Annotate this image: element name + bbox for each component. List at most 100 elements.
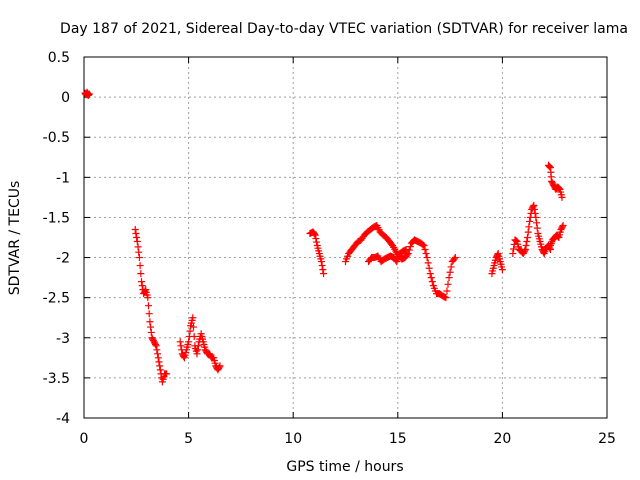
data-segment-seg1 — [81, 88, 93, 100]
data-point — [546, 163, 554, 171]
x-axis-label: GPS time / hours — [286, 459, 403, 475]
data-point — [422, 250, 430, 258]
data-point — [145, 310, 153, 318]
data-point — [133, 234, 141, 241]
data-point — [558, 193, 566, 201]
data-point — [403, 251, 411, 259]
data-points — [81, 88, 567, 386]
data-point — [559, 221, 567, 229]
data-point — [406, 243, 414, 251]
x-tick-label: 10 — [284, 431, 302, 447]
data-segment-seg5 — [342, 221, 459, 302]
data-point — [531, 209, 539, 217]
data-point — [313, 238, 321, 246]
data-point — [522, 242, 530, 250]
data-point — [521, 247, 529, 255]
data-point — [136, 262, 144, 270]
data-point — [545, 162, 553, 170]
y-tick-label: -3 — [56, 331, 70, 347]
data-segment-seg3 — [176, 314, 224, 374]
data-point — [555, 184, 563, 192]
data-point — [138, 278, 146, 286]
data-segment-seg6 — [365, 246, 410, 266]
data-point — [163, 370, 171, 378]
data-point — [320, 270, 328, 278]
data-point — [526, 217, 534, 225]
data-point — [532, 213, 540, 221]
data-point — [135, 248, 143, 256]
y-tick-label: 0 — [61, 90, 70, 106]
data-point — [442, 294, 450, 302]
x-tick-label: 20 — [493, 431, 511, 447]
data-point — [155, 358, 163, 366]
y-tick-label: -1.5 — [43, 210, 70, 226]
data-point — [420, 242, 428, 250]
axis-ticks — [83, 56, 608, 419]
chart-title: Day 187 of 2021, Sidereal Day-to-day VTE… — [60, 21, 628, 37]
grid-lines — [84, 57, 607, 418]
tick-labels: 0 5 10 15 20 25 0.5 0 -0.5 -1 -1.5 -2 -2.5 -3 -3.5 -4 — [43, 50, 616, 447]
data-point — [131, 225, 139, 233]
plot-frame — [83, 56, 608, 419]
y-tick-label: -2 — [56, 251, 70, 267]
data-point — [426, 270, 434, 278]
data-point — [451, 254, 459, 262]
data-point — [533, 224, 541, 232]
x-tick-label: 5 — [184, 431, 193, 447]
data-point — [525, 223, 533, 231]
data-point — [152, 342, 160, 350]
data-point — [215, 363, 223, 371]
data-point — [180, 352, 188, 360]
data-point — [524, 228, 532, 236]
data-point — [311, 231, 319, 239]
data-point — [147, 323, 155, 331]
data-point — [189, 314, 197, 322]
data-point — [154, 354, 162, 362]
y-tick-label: -0.5 — [43, 130, 70, 146]
data-point — [524, 234, 532, 241]
x-tick-label: 0 — [80, 431, 89, 447]
y-tick-label: -1 — [56, 170, 70, 186]
data-point — [85, 90, 93, 98]
data-point — [530, 201, 538, 209]
data-point — [558, 223, 566, 231]
data-point — [185, 338, 193, 346]
data-point — [154, 350, 162, 358]
data-point — [132, 229, 140, 237]
data-point — [498, 266, 506, 274]
data-segment-seg2 — [131, 225, 171, 386]
data-point — [216, 362, 224, 370]
data-point — [144, 294, 152, 302]
data-point — [523, 238, 531, 246]
y-tick-label: 0.5 — [48, 50, 70, 66]
data-point — [419, 241, 427, 249]
data-point — [446, 268, 454, 276]
data-segment-seg7 — [488, 250, 506, 278]
data-point — [138, 282, 146, 290]
data-segment-seg10 — [547, 221, 567, 250]
y-tick-label: -2.5 — [43, 291, 70, 307]
data-point — [177, 342, 185, 350]
data-point — [443, 287, 451, 295]
data-point — [318, 262, 326, 270]
data-point — [146, 318, 154, 326]
y-axis-label: SDTVAR / TECUs — [7, 181, 23, 296]
data-segment-seg4 — [306, 228, 328, 278]
data-point — [494, 251, 502, 259]
data-point — [428, 278, 436, 286]
data-point — [137, 270, 145, 278]
x-tick-label: 15 — [389, 431, 407, 447]
data-point — [424, 259, 432, 267]
data-point — [555, 185, 563, 193]
y-tick-label: -3.5 — [43, 371, 70, 387]
data-point — [317, 258, 325, 266]
data-point — [310, 230, 318, 238]
data-point — [427, 274, 435, 282]
data-point — [141, 287, 149, 295]
data-point — [533, 219, 541, 227]
data-point — [423, 254, 431, 262]
data-point — [151, 340, 159, 348]
data-point — [404, 250, 412, 258]
data-point — [186, 327, 194, 335]
